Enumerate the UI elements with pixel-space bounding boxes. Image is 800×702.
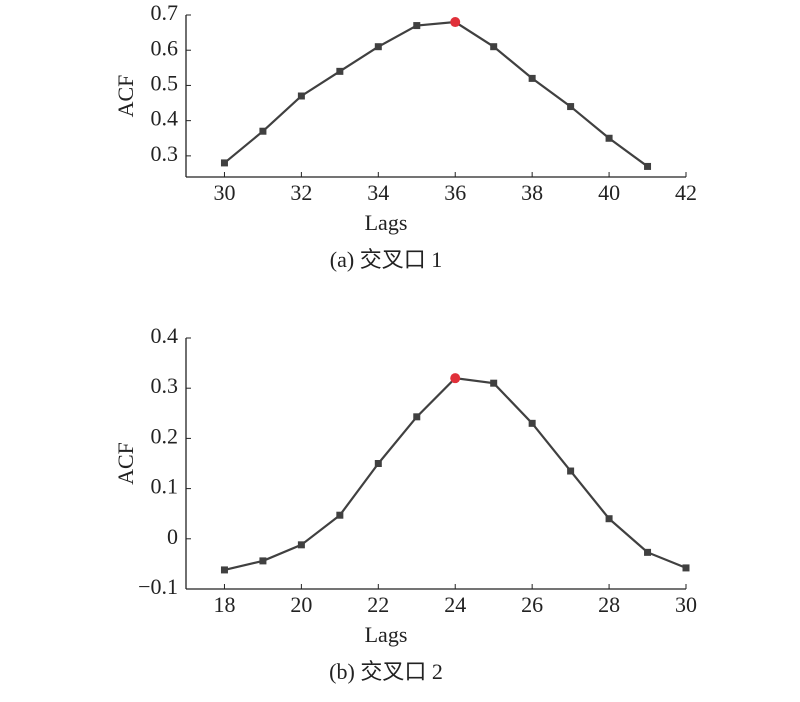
point: [220, 159, 228, 167]
x-tick-label: 36: [444, 180, 466, 205]
x-tick-label: 26: [521, 592, 543, 617]
x-tick-label: 34: [367, 180, 389, 205]
point: [374, 43, 382, 51]
y-tick-label: 0.6: [151, 35, 179, 60]
highlight-point: [450, 373, 461, 384]
point: [336, 511, 344, 519]
point: [528, 419, 536, 427]
x-tick-label: 40: [598, 180, 620, 205]
line: [223, 20, 649, 168]
y-tick-label: 0.7: [151, 0, 179, 25]
y-tick-label: 0.3: [151, 373, 179, 398]
y-tick-label: −0.1: [138, 574, 178, 599]
x-tick-label: 42: [675, 180, 697, 205]
x-tick-label: 22: [367, 592, 389, 617]
point: [605, 134, 613, 142]
x-tick-label: 20: [290, 592, 312, 617]
y-tick-label: 0.4: [151, 106, 179, 131]
point: [259, 557, 267, 565]
point: [374, 460, 382, 467]
point: [259, 127, 267, 135]
x-axis-label: Lags: [365, 622, 408, 647]
x-axis-label: Lags: [365, 210, 408, 235]
point: [644, 548, 652, 556]
point: [682, 564, 690, 572]
point: [297, 92, 305, 100]
point: [567, 467, 575, 475]
y-tick-label: 0: [167, 524, 178, 549]
y-tick-label: 0.3: [151, 141, 179, 166]
point: [413, 413, 421, 421]
point: [644, 162, 652, 170]
point: [567, 103, 575, 111]
point: [528, 74, 536, 82]
point: [413, 22, 421, 30]
y-tick-label: 0.4: [151, 323, 179, 348]
x-tick-label: 28: [598, 592, 620, 617]
point: [490, 379, 498, 387]
y-tick-label: 0.1: [151, 474, 179, 499]
y-tick-label: 0.2: [151, 423, 179, 448]
y-tick-label: 0.5: [151, 70, 179, 95]
y-axis-label: ACF: [113, 442, 138, 485]
x-tick-label: 30: [213, 180, 235, 205]
line: [224, 376, 687, 571]
point: [336, 67, 344, 75]
point: [605, 515, 613, 523]
caption: (b) 交叉口 2: [329, 659, 443, 684]
point: [490, 43, 498, 51]
caption: (a) 交叉口 1: [330, 247, 442, 272]
point: [297, 541, 305, 549]
highlight-point: [450, 17, 461, 28]
x-tick-label: 18: [213, 592, 235, 617]
x-tick-label: 38: [521, 180, 543, 205]
x-tick-label: 30: [675, 592, 697, 617]
y-axis-label: ACF: [113, 75, 138, 118]
x-tick-label: 24: [444, 592, 466, 617]
x-tick-label: 32: [290, 180, 312, 205]
point: [220, 566, 228, 574]
